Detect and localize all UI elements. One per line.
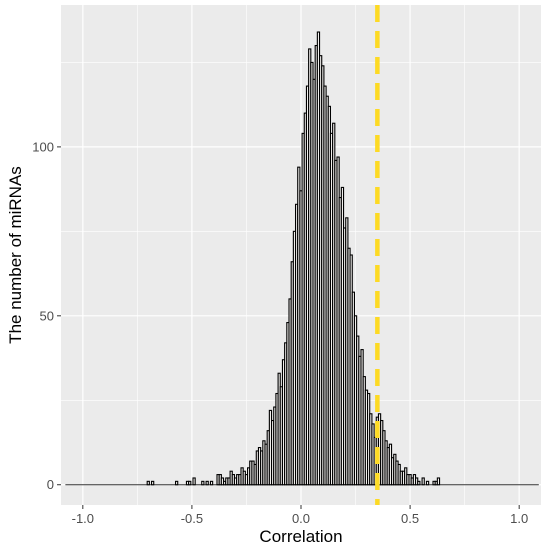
histogram-bar: [192, 477, 196, 486]
histogram-bar: [146, 480, 150, 486]
histogram-bar: [417, 480, 421, 486]
y-tick-label: 100: [32, 139, 54, 154]
x-tick-label: -1.0: [72, 511, 94, 526]
histogram-bar: [188, 480, 192, 486]
histogram-bar: [205, 480, 209, 486]
y-tick-label: 0: [47, 477, 54, 492]
y-tick-label: 50: [40, 308, 54, 323]
histogram-bars: [146, 31, 441, 486]
x-axis-title: Correlation: [259, 527, 342, 546]
y-axis-ticks: 0 50 100: [32, 139, 61, 492]
histogram-bar: [150, 480, 155, 486]
histogram-bar: [425, 480, 430, 486]
histogram-bar: [421, 477, 425, 486]
y-axis-title: The number of miRNAs: [6, 166, 25, 344]
x-tick-label: -0.5: [181, 511, 203, 526]
histogram-bar: [174, 480, 179, 486]
histogram-bar: [436, 477, 441, 486]
x-axis-ticks: -1.0 -0.5 0.0 0.5 1.0: [72, 505, 528, 526]
histogram-bar: [201, 480, 205, 486]
x-tick-label: 0.5: [401, 511, 419, 526]
x-tick-label: 1.0: [510, 511, 528, 526]
x-tick-label: 0.0: [292, 511, 310, 526]
histogram-bar: [209, 480, 214, 486]
